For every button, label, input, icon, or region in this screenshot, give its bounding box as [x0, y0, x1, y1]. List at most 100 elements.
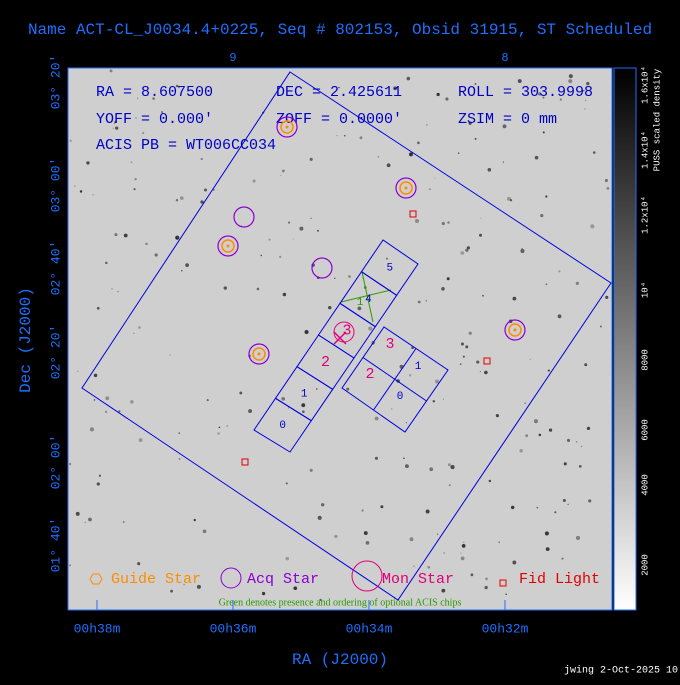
star	[69, 139, 72, 143]
star	[292, 238, 294, 240]
star	[487, 168, 492, 172]
star	[427, 565, 431, 569]
star	[479, 233, 483, 237]
star	[447, 221, 450, 224]
star	[512, 560, 517, 565]
star	[450, 465, 455, 470]
star	[586, 81, 590, 86]
x-axis-label: RA (J2000)	[292, 651, 388, 669]
star	[285, 482, 288, 485]
star	[200, 200, 204, 204]
star	[436, 92, 440, 97]
chip-label: 2	[321, 354, 330, 371]
star	[282, 292, 287, 297]
x-tick-label: 00h38m	[74, 621, 121, 636]
star	[443, 552, 445, 554]
sky-stars	[69, 69, 610, 602]
legend-entry: Guide Star	[111, 571, 201, 588]
star	[425, 300, 427, 302]
star	[383, 580, 386, 583]
star	[509, 199, 513, 202]
chip-label: 5	[386, 263, 393, 275]
star	[559, 98, 562, 101]
acq-star	[233, 206, 255, 228]
star	[568, 79, 573, 84]
star	[533, 419, 538, 424]
legend-acq-icon	[220, 567, 242, 589]
star	[538, 433, 542, 437]
star	[256, 287, 260, 291]
star	[460, 556, 465, 561]
star	[457, 152, 460, 154]
acq-star	[276, 116, 298, 138]
star	[502, 124, 507, 129]
star	[590, 224, 595, 229]
star	[510, 505, 515, 510]
star	[563, 462, 567, 466]
star	[408, 152, 413, 157]
star	[544, 531, 549, 536]
star	[368, 326, 373, 331]
star	[130, 400, 134, 404]
x-tick-label: 00h32m	[482, 621, 529, 636]
star	[86, 161, 90, 165]
pointing-info: DEC = 2.425611	[276, 84, 402, 101]
colorbar-tick-label: 8000	[640, 349, 650, 371]
star	[123, 233, 128, 238]
star	[575, 441, 578, 443]
star	[435, 379, 440, 384]
star	[365, 541, 370, 545]
star	[506, 196, 511, 201]
fid-light	[409, 210, 417, 218]
acis-s-chip	[360, 239, 419, 297]
star	[338, 86, 340, 89]
mon-star	[333, 321, 355, 343]
colorbar-tick-label: 1.6x10⁴	[639, 66, 650, 104]
star	[495, 414, 499, 418]
star	[69, 564, 71, 567]
star	[304, 330, 309, 335]
star	[417, 141, 420, 145]
star	[474, 137, 477, 140]
y-axis-label: Dec (J2000)	[17, 287, 35, 393]
star	[252, 179, 256, 183]
star	[96, 482, 100, 486]
star	[363, 531, 368, 535]
star	[558, 270, 561, 273]
star	[185, 263, 189, 268]
star	[441, 588, 446, 593]
star	[138, 326, 141, 329]
star	[425, 509, 430, 514]
star	[395, 578, 398, 580]
star	[206, 399, 209, 402]
star	[545, 283, 548, 286]
star	[175, 235, 180, 240]
star	[580, 445, 583, 448]
star	[567, 503, 569, 506]
star	[476, 360, 480, 364]
star	[169, 354, 171, 356]
x-tick-label: 00h36m	[210, 621, 257, 636]
star	[403, 457, 405, 460]
star	[554, 511, 557, 514]
star	[105, 261, 108, 265]
star	[202, 529, 207, 534]
star	[519, 449, 523, 453]
chip-label: 3	[342, 323, 351, 340]
star	[217, 432, 220, 435]
star	[534, 155, 539, 160]
star	[575, 535, 581, 540]
star	[69, 462, 72, 466]
star	[175, 198, 179, 202]
star	[317, 515, 322, 520]
star	[113, 123, 115, 125]
star	[374, 456, 378, 460]
star	[74, 185, 76, 187]
star	[502, 161, 505, 163]
star	[196, 584, 201, 589]
star	[413, 565, 415, 567]
guide-star-dot	[257, 352, 261, 356]
star	[181, 270, 183, 272]
star	[548, 428, 553, 432]
